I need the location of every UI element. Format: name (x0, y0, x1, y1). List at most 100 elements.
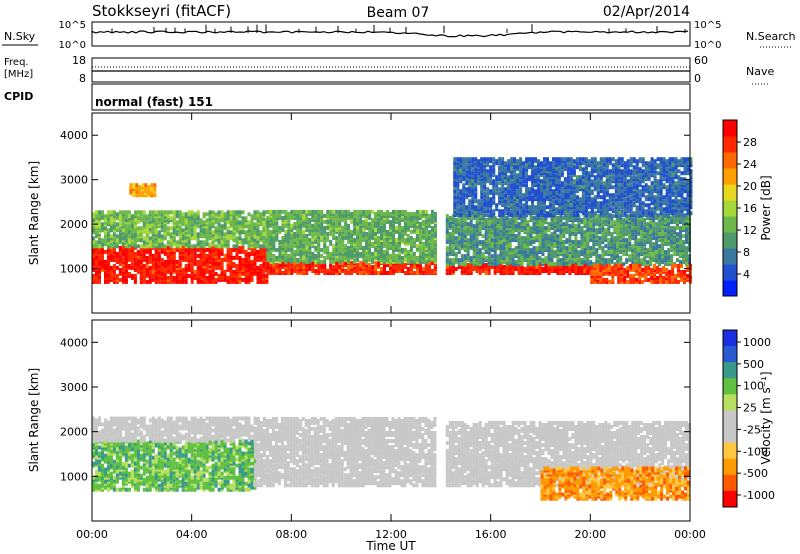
echo-cell (95, 220, 98, 225)
echo-cell (365, 269, 369, 273)
echo-cell (326, 231, 330, 236)
echo-cell (471, 199, 475, 204)
echo-cell (468, 175, 472, 180)
echo-cell (475, 269, 479, 273)
echo-cell (492, 189, 496, 194)
echo-cell (229, 255, 233, 260)
echo-cell (154, 220, 158, 225)
echo-cell (238, 245, 242, 250)
echo-cell (151, 269, 155, 274)
echo-cell (601, 246, 605, 251)
echo-cell (493, 238, 497, 243)
nsky-spikes (111, 24, 686, 33)
echo-cell (550, 269, 554, 273)
echo-cell (544, 236, 548, 241)
echo-cell (586, 238, 590, 243)
echo-cell (223, 232, 227, 237)
echo-cell (347, 265, 351, 269)
echo-cell (383, 271, 386, 275)
echo-cell (565, 238, 569, 243)
echo-cell (133, 244, 137, 249)
echo-cell (320, 259, 324, 264)
echo-cell (136, 220, 140, 225)
echo-cell (262, 232, 266, 237)
echo-cell (109, 242, 113, 247)
echo-cell (427, 235, 431, 240)
echo-cell (415, 243, 419, 248)
echo-cell (368, 249, 372, 254)
echo-cell (478, 240, 482, 245)
echo-cell (583, 224, 587, 229)
echo-cell (501, 187, 505, 192)
echo-cell (138, 191, 142, 196)
echo-cell (109, 265, 113, 270)
echo-cell (115, 265, 119, 270)
echo-cell (139, 232, 143, 237)
echo-cell (266, 219, 270, 224)
cpid-value: normal (fast) 151 (95, 95, 213, 109)
echo-cell (427, 261, 431, 265)
echo-cell (377, 239, 380, 244)
echo-cell (107, 255, 110, 260)
echo-cell (622, 238, 626, 243)
echo-cell (541, 226, 545, 231)
echo-cell (359, 233, 363, 238)
echo-cell (661, 222, 665, 227)
echo-cell (466, 256, 470, 261)
echo-cell (453, 201, 457, 206)
echo-cell (646, 238, 650, 243)
echo-cell (679, 244, 682, 249)
echo-cell (480, 189, 484, 194)
echo-cell (326, 269, 330, 273)
echo-cell (214, 271, 218, 276)
echo-cell (556, 262, 560, 267)
echo-cell (586, 256, 590, 261)
echo-cell (483, 157, 487, 162)
echo-cell (235, 236, 239, 241)
echo-cell (92, 247, 95, 252)
echo-cell (205, 242, 209, 247)
echo-cell (169, 210, 173, 215)
echo-cell (475, 232, 479, 237)
echo-cell (505, 240, 509, 245)
echo-cell (474, 199, 478, 204)
echo-cell (124, 238, 128, 243)
echo-cell (175, 220, 179, 225)
echo-cell (553, 254, 557, 259)
echo-cell (490, 258, 494, 263)
echo-cell (478, 271, 482, 275)
echo-cell (269, 263, 273, 267)
echo-cell (421, 209, 425, 214)
echo-cell (253, 230, 257, 235)
echo-cell (253, 210, 257, 215)
cpid-label: CPID (4, 90, 33, 103)
echo-cell (583, 263, 587, 267)
echo-cell (118, 232, 122, 237)
echo-cell (344, 213, 348, 218)
echo-cell (317, 253, 321, 258)
echo-cell (457, 232, 461, 237)
echo-cell (115, 273, 119, 278)
echo-cell (661, 246, 665, 251)
cpid-panel (91, 83, 691, 111)
echo-cell (501, 209, 505, 214)
echo-cell (311, 223, 315, 228)
echo-cell (107, 210, 110, 215)
echo-cell (652, 254, 656, 259)
echo-cell (474, 173, 478, 178)
echo-cell (415, 263, 419, 267)
echo-cell (489, 213, 493, 218)
echo-cell (202, 234, 206, 239)
echo-cell (580, 238, 584, 243)
echo-cell (652, 226, 656, 231)
echo-cell (211, 216, 215, 221)
echo-cell (290, 209, 294, 214)
echo-cell (498, 187, 502, 192)
echo-cell (475, 238, 479, 243)
echo-cell (478, 248, 482, 253)
echo-cell (214, 244, 218, 249)
echo-cell (477, 181, 481, 186)
echo-cell (498, 191, 502, 196)
echo-cell (538, 256, 542, 261)
echo-cell (181, 245, 185, 250)
